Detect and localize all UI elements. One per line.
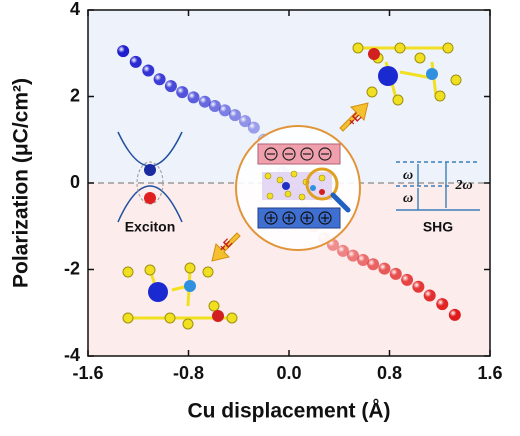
x-axis-label: Cu displacement (Å) bbox=[187, 399, 390, 423]
annotation: 2ω bbox=[454, 178, 472, 193]
data-point bbox=[389, 267, 402, 280]
magnifier bbox=[305, 167, 339, 201]
negative-plate bbox=[257, 143, 341, 165]
data-point bbox=[176, 86, 189, 99]
conduction-band bbox=[117, 185, 183, 223]
data-point bbox=[153, 73, 166, 86]
y-tick-label: -2 bbox=[64, 258, 80, 278]
data-point bbox=[357, 253, 370, 266]
y-tick-label: 4 bbox=[70, 0, 80, 19]
x-tick-label: -0.8 bbox=[173, 363, 204, 383]
x-tick-label: 0.8 bbox=[377, 363, 402, 383]
field-arrow bbox=[211, 232, 241, 262]
data-point bbox=[164, 80, 177, 93]
data-point bbox=[448, 308, 461, 321]
field-arrow bbox=[339, 102, 369, 132]
positive-plate bbox=[257, 207, 341, 229]
data-point bbox=[218, 104, 231, 117]
electron bbox=[144, 164, 156, 176]
data-point bbox=[423, 289, 436, 302]
negative-charges bbox=[264, 147, 332, 161]
data-point bbox=[239, 115, 252, 128]
data-point bbox=[436, 298, 449, 311]
data-point bbox=[247, 121, 260, 134]
positive-charges bbox=[264, 211, 332, 225]
y-tick-label: 2 bbox=[70, 85, 80, 105]
x-tick-label: 0.0 bbox=[276, 363, 301, 383]
data-point bbox=[367, 258, 380, 271]
y-tick-label: -4 bbox=[64, 345, 80, 365]
data-point bbox=[198, 95, 211, 108]
magnifier-handle bbox=[330, 192, 351, 213]
data-point bbox=[337, 244, 350, 257]
illustrations bbox=[117, 42, 480, 330]
annotation: SHG bbox=[423, 219, 453, 235]
inset-crystal bbox=[262, 170, 332, 201]
data-point bbox=[129, 55, 142, 68]
crystal-top bbox=[352, 42, 462, 106]
annotation: ω bbox=[403, 191, 413, 206]
data-point bbox=[378, 262, 391, 275]
data-point bbox=[401, 273, 414, 286]
data-point bbox=[142, 64, 155, 77]
data-point bbox=[412, 280, 425, 293]
data-point bbox=[347, 249, 360, 262]
hole bbox=[144, 192, 156, 204]
crystal-bottom bbox=[122, 262, 238, 330]
data-point bbox=[208, 100, 221, 113]
y-tick-label: 0 bbox=[70, 172, 80, 192]
annotation: Exciton bbox=[125, 219, 176, 235]
data-point bbox=[117, 45, 130, 58]
data-point bbox=[187, 91, 200, 104]
x-tick-label: 1.6 bbox=[477, 363, 502, 383]
data-point bbox=[228, 109, 241, 122]
shg-diagram bbox=[396, 161, 480, 211]
y-axis-label: Polarization (μC/cm²) bbox=[10, 78, 33, 288]
annotation: ω bbox=[403, 168, 413, 183]
x-tick-label: -1.6 bbox=[72, 363, 103, 383]
